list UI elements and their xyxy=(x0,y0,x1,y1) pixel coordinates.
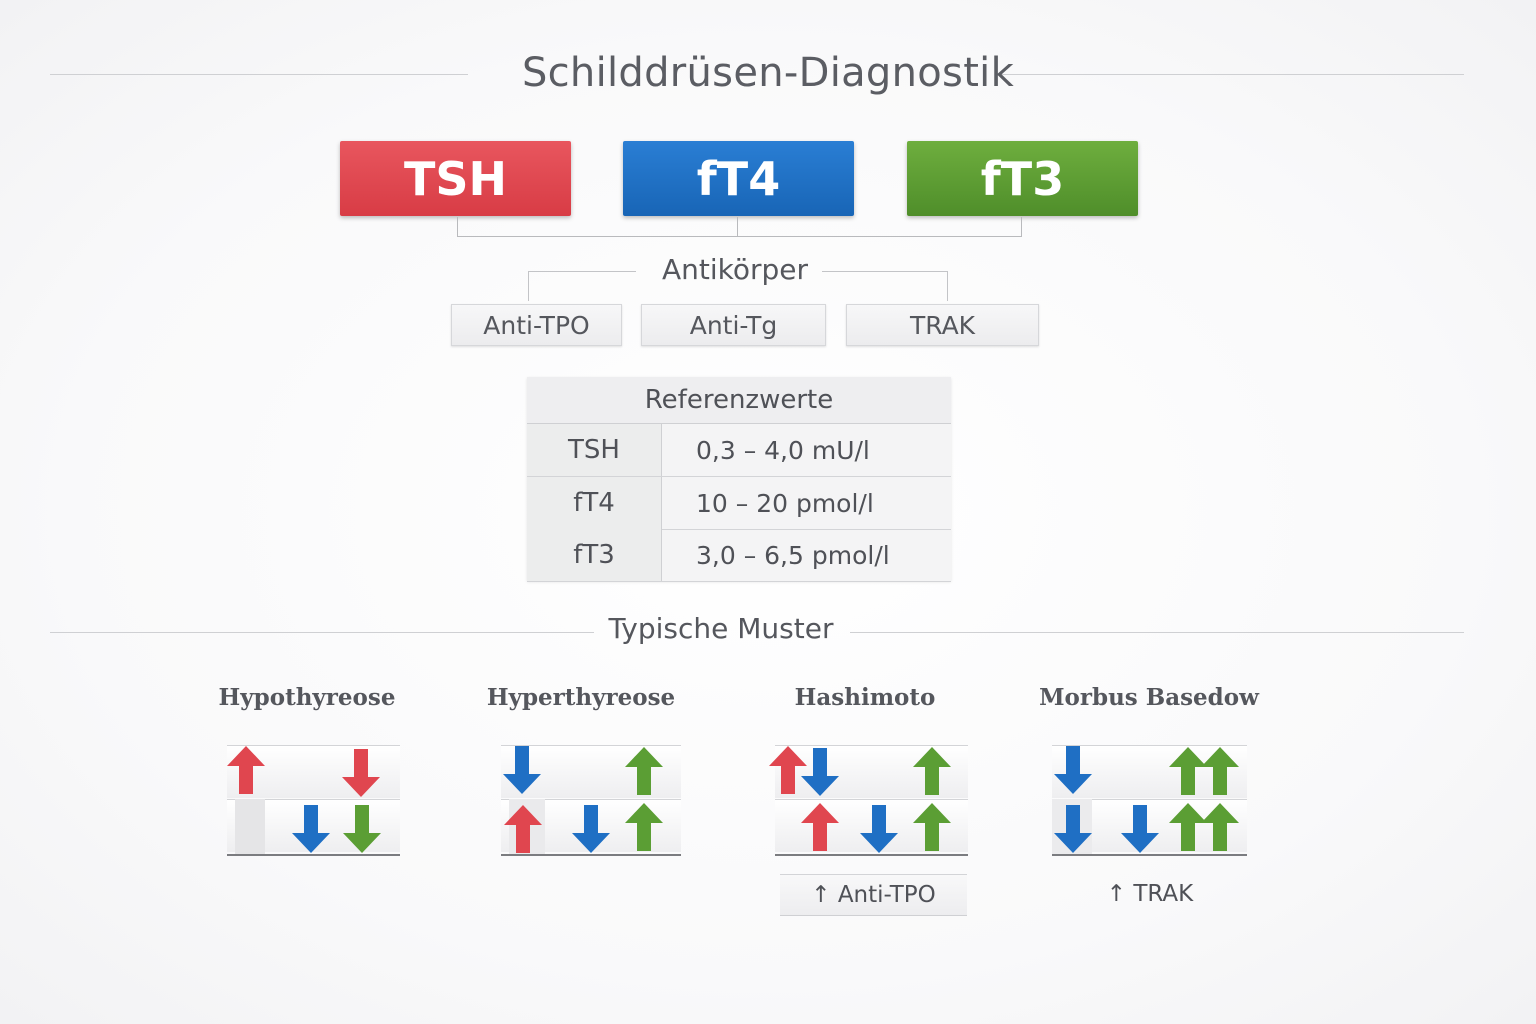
antibody-trak: TRAK xyxy=(846,304,1039,346)
pattern-hypothyreose xyxy=(227,745,400,856)
pattern-hyperthyreose xyxy=(501,745,681,856)
table-row: fT3 3,0 – 6,5 pmol/l xyxy=(527,529,951,582)
arrow-up-red-icon xyxy=(504,805,542,853)
reference-param: fT4 xyxy=(527,477,662,529)
antibody-drop-left xyxy=(528,271,529,301)
arrow-up-green-icon xyxy=(1169,747,1207,795)
arrow-down-blue-icon xyxy=(1054,746,1092,794)
arrow-down-blue-icon xyxy=(1054,805,1092,853)
arrow-down-blue-icon xyxy=(860,805,898,853)
arrow-up-red-icon xyxy=(227,746,265,794)
arrow-up-green-icon xyxy=(913,747,951,795)
pattern-title-hashimoto: Hashimoto xyxy=(794,684,936,711)
arrow-down-green-icon xyxy=(343,805,381,853)
arrow-down-blue-icon xyxy=(503,746,541,794)
arrow-up-red-icon xyxy=(769,746,807,794)
arrow-down-blue-icon xyxy=(572,805,610,853)
antibody-rule-right xyxy=(822,271,947,272)
title-rule-left xyxy=(50,74,468,75)
bracket-tick-tsh xyxy=(457,217,458,237)
antibody-anti-tpo: Anti-TPO xyxy=(451,304,622,346)
arrow-up-green-icon xyxy=(1201,747,1239,795)
muster-rule-left xyxy=(50,632,594,633)
arrow-down-blue-icon xyxy=(801,748,839,796)
pattern-note-trak: ↑ TRAK xyxy=(1106,881,1194,907)
table-row: TSH 0,3 – 4,0 mU/l xyxy=(527,424,951,477)
bracket-bar xyxy=(457,236,1022,237)
antibody-anti-tg: Anti-Tg xyxy=(641,304,826,346)
marker-ft3: fT3 xyxy=(907,141,1138,216)
table-row: fT4 10 – 20 pmol/l xyxy=(527,477,951,530)
pattern-title-hypothyreose: Hypothyreose xyxy=(218,684,396,711)
pattern-hashimoto xyxy=(769,745,968,856)
reference-heading: Referenzwerte xyxy=(527,377,951,424)
reference-param: fT3 xyxy=(527,529,662,581)
arrow-down-blue-icon xyxy=(1121,805,1159,853)
reference-value: 3,0 – 6,5 pmol/l xyxy=(696,540,890,570)
pattern-note-anti-tpo: ↑ Anti-TPO xyxy=(780,874,967,916)
pattern-morbus-basedow xyxy=(1052,745,1247,856)
bracket-tick-ft3 xyxy=(1021,217,1022,237)
antibody-drop-right xyxy=(947,271,948,301)
arrow-up-green-icon xyxy=(1201,803,1239,851)
arrow-down-red-icon xyxy=(342,749,380,797)
pattern-title-morbus-basedow: Morbus Basedow xyxy=(1039,684,1259,711)
muster-rule-right xyxy=(850,632,1464,633)
arrow-down-blue-icon xyxy=(292,805,330,853)
pattern-title-hyperthyreose: Hyperthyreose xyxy=(486,684,676,711)
reference-value: 0,3 – 4,0 mU/l xyxy=(696,435,870,465)
arrow-up-green-icon xyxy=(1169,803,1207,851)
arrow-up-green-icon xyxy=(913,803,951,851)
bracket-tick-ft4 xyxy=(737,217,738,237)
reference-value: 10 – 20 pmol/l xyxy=(696,488,874,518)
arrow-up-green-icon xyxy=(625,747,663,795)
patterns-heading: Typische Muster xyxy=(608,612,834,645)
reference-param: TSH xyxy=(527,424,662,476)
antibody-heading: Antikörper xyxy=(661,253,809,286)
title-rule-right xyxy=(996,74,1464,75)
marker-tsh: TSH xyxy=(340,141,571,216)
marker-ft4: fT4 xyxy=(623,141,854,216)
antibody-rule-left xyxy=(528,271,636,272)
arrow-up-red-icon xyxy=(801,803,839,851)
arrow-up-green-icon xyxy=(625,803,663,851)
page-title: Schilddrüsen-Diagnostik xyxy=(521,50,1015,96)
reference-table: Referenzwerte TSH 0,3 – 4,0 mU/l fT4 10 … xyxy=(527,377,951,582)
